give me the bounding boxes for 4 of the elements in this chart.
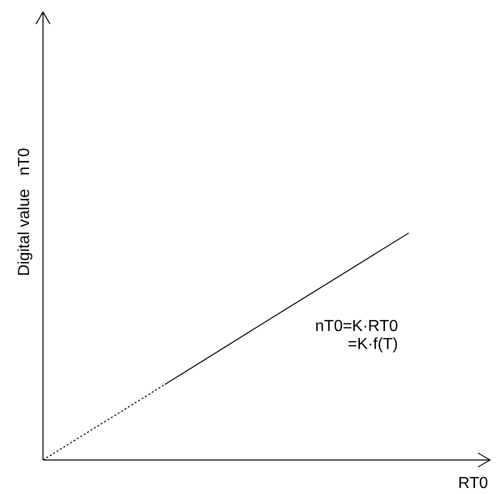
y-axis-title: Digital value nT0 — [16, 148, 33, 276]
annotation: nT0=K·RT0 — [315, 318, 398, 335]
annotation: =K·f(T) — [348, 336, 398, 353]
x-axis-title: RT0 — [458, 475, 488, 492]
